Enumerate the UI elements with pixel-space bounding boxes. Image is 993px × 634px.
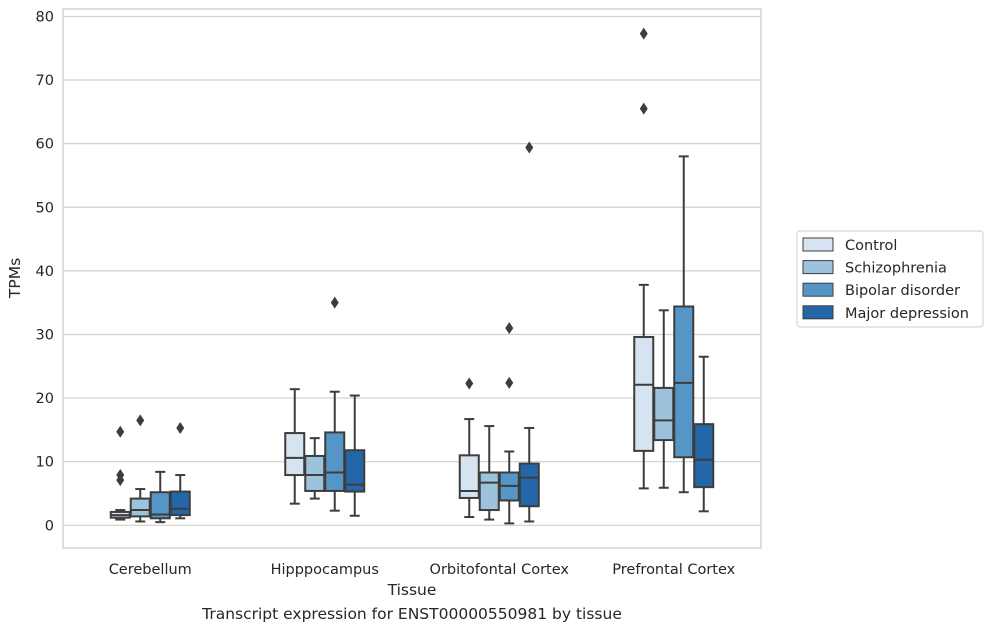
outlier-point <box>525 141 534 154</box>
box-control-2 <box>458 377 480 519</box>
box-schizophrenia-2 <box>478 425 500 521</box>
box-bipolar-disorder-0 <box>149 470 171 524</box>
outlier-point <box>116 425 125 438</box>
legend-swatch <box>802 237 834 252</box>
legend-swatch <box>802 282 834 297</box>
y-tick-label: 50 <box>36 200 54 216</box>
legend-label: Bipolar disorder <box>845 283 960 299</box>
box-iqr <box>633 336 655 452</box>
box-bipolar-disorder-1 <box>324 296 346 512</box>
y-tick-label: 80 <box>36 9 54 25</box>
outlier-point <box>136 414 145 427</box>
y-tick-label: 70 <box>36 73 54 89</box>
outlier-point <box>505 376 514 389</box>
box-control-3 <box>633 27 655 490</box>
x-axis-ticks: Cerebellum Hipppocampus Orbitofontal Corte… <box>109 562 736 578</box>
x-tick-label: Prefrontal Cortex <box>612 562 735 578</box>
box-major-depression-0 <box>169 421 191 520</box>
box-iqr <box>478 471 500 512</box>
y-tick-label: 30 <box>36 327 54 343</box>
y-axis-label: TPMs <box>6 258 24 299</box>
outlier-point <box>176 421 185 434</box>
outlier-point <box>465 377 474 390</box>
outlier-point <box>116 474 125 487</box>
legend-label: Major depression <box>845 306 969 322</box>
box-iqr <box>304 454 326 492</box>
y-tick-label: 40 <box>36 264 54 280</box>
box-control-1 <box>284 388 306 505</box>
box-iqr <box>693 423 715 489</box>
box-groups <box>109 27 715 525</box>
y-axis-ticks: 0 10 20 30 40 50 60 70 80 <box>36 9 54 534</box>
legend-swatch <box>802 260 834 275</box>
x-tick-label: Hipppocampus <box>271 562 379 578</box>
box-bipolar-disorder-3 <box>673 155 695 494</box>
gridlines <box>63 15 761 526</box>
box-iqr <box>129 497 151 518</box>
outlier-point <box>639 102 648 115</box>
box-schizophrenia-1 <box>304 437 326 500</box>
box-major-depression-1 <box>344 394 366 517</box>
legend: Control Schizophrenia Bipolar disorder Majo… <box>796 230 984 328</box>
outlier-point <box>330 296 339 309</box>
outlier-point <box>505 322 514 335</box>
x-axis-label: Tissue <box>387 581 437 599</box>
y-tick-label: 60 <box>36 137 54 153</box>
plot-area-frame <box>62 8 762 549</box>
y-tick-label: 0 <box>45 518 54 534</box>
box-iqr <box>324 431 346 492</box>
box-iqr <box>284 432 306 477</box>
box-iqr <box>653 386 675 442</box>
legend-label: Control <box>845 238 897 254</box>
box-schizophrenia-0 <box>129 414 151 523</box>
box-iqr <box>344 449 366 493</box>
figure-caption: Transcript expression for ENST0000055098… <box>202 605 622 623</box>
box-iqr <box>518 462 540 508</box>
legend-label: Schizophrenia <box>845 261 947 277</box>
x-tick-label: Orbitofontal Cortex <box>430 562 570 578</box>
legend-frame <box>796 230 984 328</box>
box-iqr <box>169 490 191 517</box>
outlier-point <box>639 27 648 40</box>
x-tick-label: Cerebellum <box>109 562 192 578</box>
box-major-depression-2 <box>518 141 540 523</box>
y-tick-label: 20 <box>36 391 54 407</box>
box-bipolar-disorder-2 <box>498 322 520 525</box>
box-major-depression-3 <box>693 355 715 513</box>
box-control-0 <box>109 425 131 521</box>
y-tick-label: 10 <box>36 455 54 471</box>
legend-swatch <box>802 305 834 320</box>
